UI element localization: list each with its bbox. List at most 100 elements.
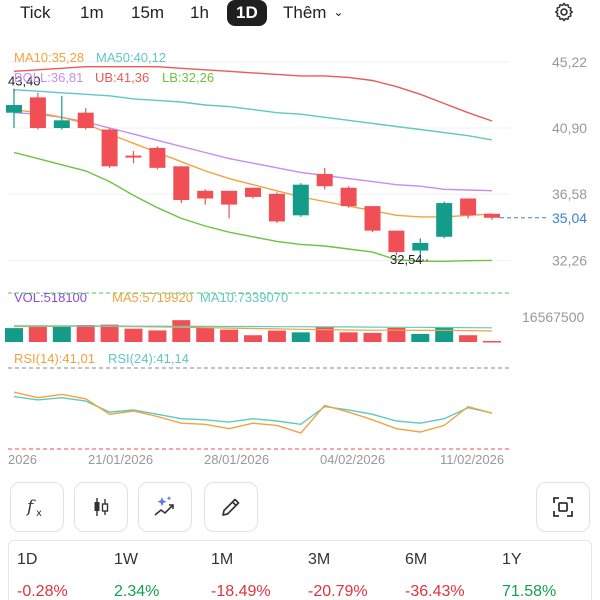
volume-legend-item: VOL:518100 [14,290,87,305]
perf-change-value: -20.79% [308,583,368,600]
tab-1h[interactable]: 1h [190,0,209,26]
lb-line [13,151,493,263]
perf-cell-1y: 1Y 71.58% [502,541,598,600]
volume-bar [483,340,501,343]
candle-body [268,193,285,222]
gear-icon[interactable] [553,1,575,23]
volume-bar [172,320,191,342]
rsi14-line [13,391,493,434]
draw-pencil-icon [222,498,240,516]
candle-body [340,187,357,207]
date-label: 28/01/2026 [204,452,269,467]
candle-body [245,187,261,197]
low-price-annotation: 32,54 [390,252,423,267]
indicator-button[interactable]: f x [10,482,64,532]
candle-body [436,203,453,237]
tab-1m[interactable]: 1m [80,0,104,26]
rsi-legend-item: RSI(24):41,14 [108,351,189,366]
perf-period-label: 1M [211,551,234,568]
draw-button[interactable] [204,482,258,532]
candle-type-button[interactable] [74,482,128,532]
tab-15m[interactable]: 15m [131,0,164,26]
candle-body [197,190,214,199]
volume-bar [220,329,239,342]
tab-1d[interactable]: 1D [227,0,267,26]
volume-bar [411,333,430,342]
volume-bar [76,325,95,342]
price-tick-label: 32,26 [552,252,587,268]
candle-body [364,206,381,231]
volume-bar [124,328,143,342]
perf-period-label: 6M [405,551,428,568]
chevron-down-icon: ⌄ [333,5,344,19]
sparkle-chart-icon [154,496,174,516]
tab-thêm[interactable]: Thêm ⌄ [283,0,344,26]
timeframe-tabs: Tick 1m 15m 1h 1D Thêm ⌄ [0,0,600,28]
candle-body [460,198,477,216]
volume-bar [435,327,454,342]
volume-bar [363,332,382,342]
date-label: 11/02/2026 [440,452,504,467]
candle-body [221,190,238,205]
svg-text:x: x [36,508,42,519]
main-legend-item: MA50:40,12 [96,50,166,65]
candle-body [77,112,94,128]
volume-bar [387,327,406,342]
candle-body [53,120,70,128]
date-label: 2026 [8,452,37,467]
price-tick-label: 40,90 [552,120,587,136]
volume-bar [244,335,262,342]
indicator-fx-icon: f x [25,497,42,519]
volume-bar [315,326,334,342]
stock-chart[interactable]: 43,40 32,54 45,22 40,90 36,58 32,26 35,04 MA10:… [0,36,600,476]
tab-label: Tick [20,3,51,22]
svg-text:f: f [25,497,36,517]
main-legend-item: LB:32,26 [162,70,214,85]
main-legend-item: BOLL:36,81 [14,70,83,85]
volume-bar [267,330,286,342]
tab-tick[interactable]: Tick [20,0,51,26]
candle-body [316,173,333,187]
candle-type-icon [94,498,109,516]
tab-label: 1h [190,3,209,22]
performance-table: 1D -0.28% 1W 2.34% 1M -18.49% 3M -20.79% 6M -36.4… [8,540,592,600]
current-price-label: 35,04 [552,210,587,226]
ma50-line [13,89,493,141]
perf-cell-6m: 6M -36.43% [405,541,501,600]
candle-body [6,105,22,113]
tab-label: 15m [131,3,165,22]
tab-label: Thêm [283,3,327,22]
screenshot-button[interactable] [536,482,590,532]
volume-bar [100,324,119,342]
perf-period-label: 1W [114,551,138,568]
candle-body [29,97,46,128]
volume-bar [52,326,71,342]
high-price-annotation: 43,40 [8,74,41,89]
rsi24-line [13,395,493,426]
candle-body [125,155,142,158]
perf-cell-1w: 1W 2.34% [114,541,210,600]
volume-axis-label: 16567500 [522,309,585,325]
date-label: 21/01/2026 [88,452,153,467]
volume-legend-item: MA10:7339070 [200,290,288,305]
volume-bar [28,325,47,342]
volume-bar [291,332,310,342]
tab-label: 1m [80,3,104,22]
candle-body [149,147,166,168]
volume-bar [5,328,23,342]
candle-body [101,129,118,167]
perf-change-value: 71.58% [502,583,557,600]
tab-label: 1D [236,3,258,22]
price-tick-label: 45,22 [552,54,587,70]
perf-cell-3m: 3M -20.79% [308,541,404,600]
perf-change-value: -36.43% [405,583,465,600]
main-legend-item: MA10:35,28 [14,50,84,65]
main-legend-item: UB:41,36 [95,70,149,85]
volume-bar [148,330,167,342]
ai-chart-button[interactable] [138,482,192,532]
candle-body [412,242,429,251]
ub-line [13,66,493,122]
volume-ma10-line [14,325,493,329]
perf-period-label: 1Y [502,551,522,568]
candle-body [484,213,500,218]
